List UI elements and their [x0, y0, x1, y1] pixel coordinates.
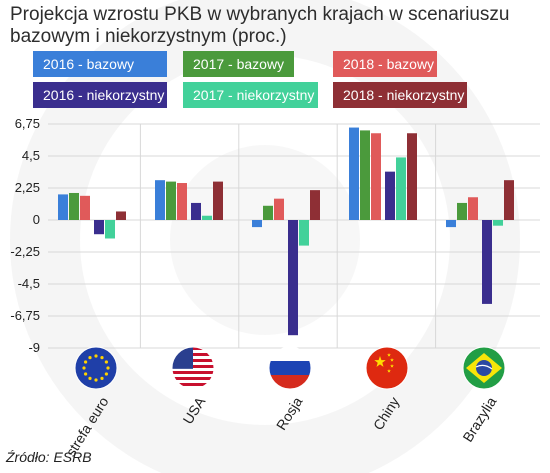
grid-lines [48, 123, 540, 349]
y-tick-label: 0 [32, 212, 40, 227]
bar-strefa-euro-4 [105, 220, 115, 239]
bar-usa-2 [177, 183, 187, 220]
bar-brazylia-4 [493, 220, 503, 226]
bar-strefa-euro-1 [69, 192, 79, 220]
flag-rosja [268, 346, 312, 390]
legend-item-2018-bazowy: 2018 - bazowy [333, 51, 437, 77]
bars [58, 127, 514, 336]
source-note: Źródło: ESRB [6, 449, 92, 465]
bar-brazylia-3 [482, 220, 492, 304]
bar-usa-4 [202, 215, 212, 220]
bar-brazylia-5 [504, 180, 514, 220]
flag-chiny [365, 346, 409, 390]
bar-rosja-4 [299, 220, 309, 246]
y-tick-label: -2,25 [10, 244, 40, 259]
bar-chiny-2 [371, 133, 381, 220]
bar-brazylia-1 [457, 202, 467, 220]
bar-strefa-euro-2 [80, 195, 90, 220]
y-tick-label: 4,5 [21, 148, 40, 163]
bar-usa-5 [213, 181, 223, 220]
flag-usa [171, 346, 215, 390]
bar-chiny-4 [396, 157, 406, 220]
chart-title-line-2: bazowym i niekorzystnym (proc.) [10, 26, 287, 47]
bar-strefa-euro-0 [58, 194, 68, 220]
bar-usa-0 [155, 180, 165, 220]
chart-title-line-1: Projekcja wzrostu PKB w wybranych krajac… [10, 4, 510, 25]
bar-strefa-euro-5 [116, 211, 126, 220]
y-tick-label: -6,75 [10, 308, 40, 323]
legend-item-2018-niekorzystny: 2018 - niekorzystny [333, 82, 467, 108]
y-tick-label: -4,5 [17, 276, 40, 291]
bar-rosja-5 [310, 190, 320, 220]
legend-item-2017-niekorzystny: 2017 - niekorzystny [183, 82, 318, 108]
y-tick-label: 2,25 [14, 180, 40, 195]
flag-brazylia [462, 346, 506, 390]
y-tick-label: 6,75 [14, 116, 40, 131]
bar-rosja-3 [288, 220, 298, 336]
bar-brazylia-0 [446, 220, 456, 228]
bar-chiny-3 [385, 171, 395, 220]
legend-item-2016-niekorzystny: 2016 - niekorzystny [33, 82, 167, 108]
legend-item-2016-bazowy: 2016 - bazowy [33, 51, 167, 77]
bar-rosja-1 [263, 205, 273, 220]
legend-item-2017-bazowy: 2017 - bazowy [183, 51, 294, 77]
bar-chiny-5 [407, 133, 417, 220]
y-tick-label: -9 [28, 340, 40, 355]
bar-usa-1 [166, 181, 176, 220]
bar-rosja-0 [252, 220, 262, 228]
bar-brazylia-2 [468, 197, 478, 220]
bar-chiny-1 [360, 130, 370, 220]
bar-rosja-2 [274, 198, 284, 220]
bar-chiny-0 [349, 127, 359, 220]
bar-strefa-euro-3 [94, 220, 104, 235]
bar-usa-3 [191, 202, 201, 220]
flag-strefa-euro [74, 346, 118, 390]
flags [74, 346, 506, 390]
